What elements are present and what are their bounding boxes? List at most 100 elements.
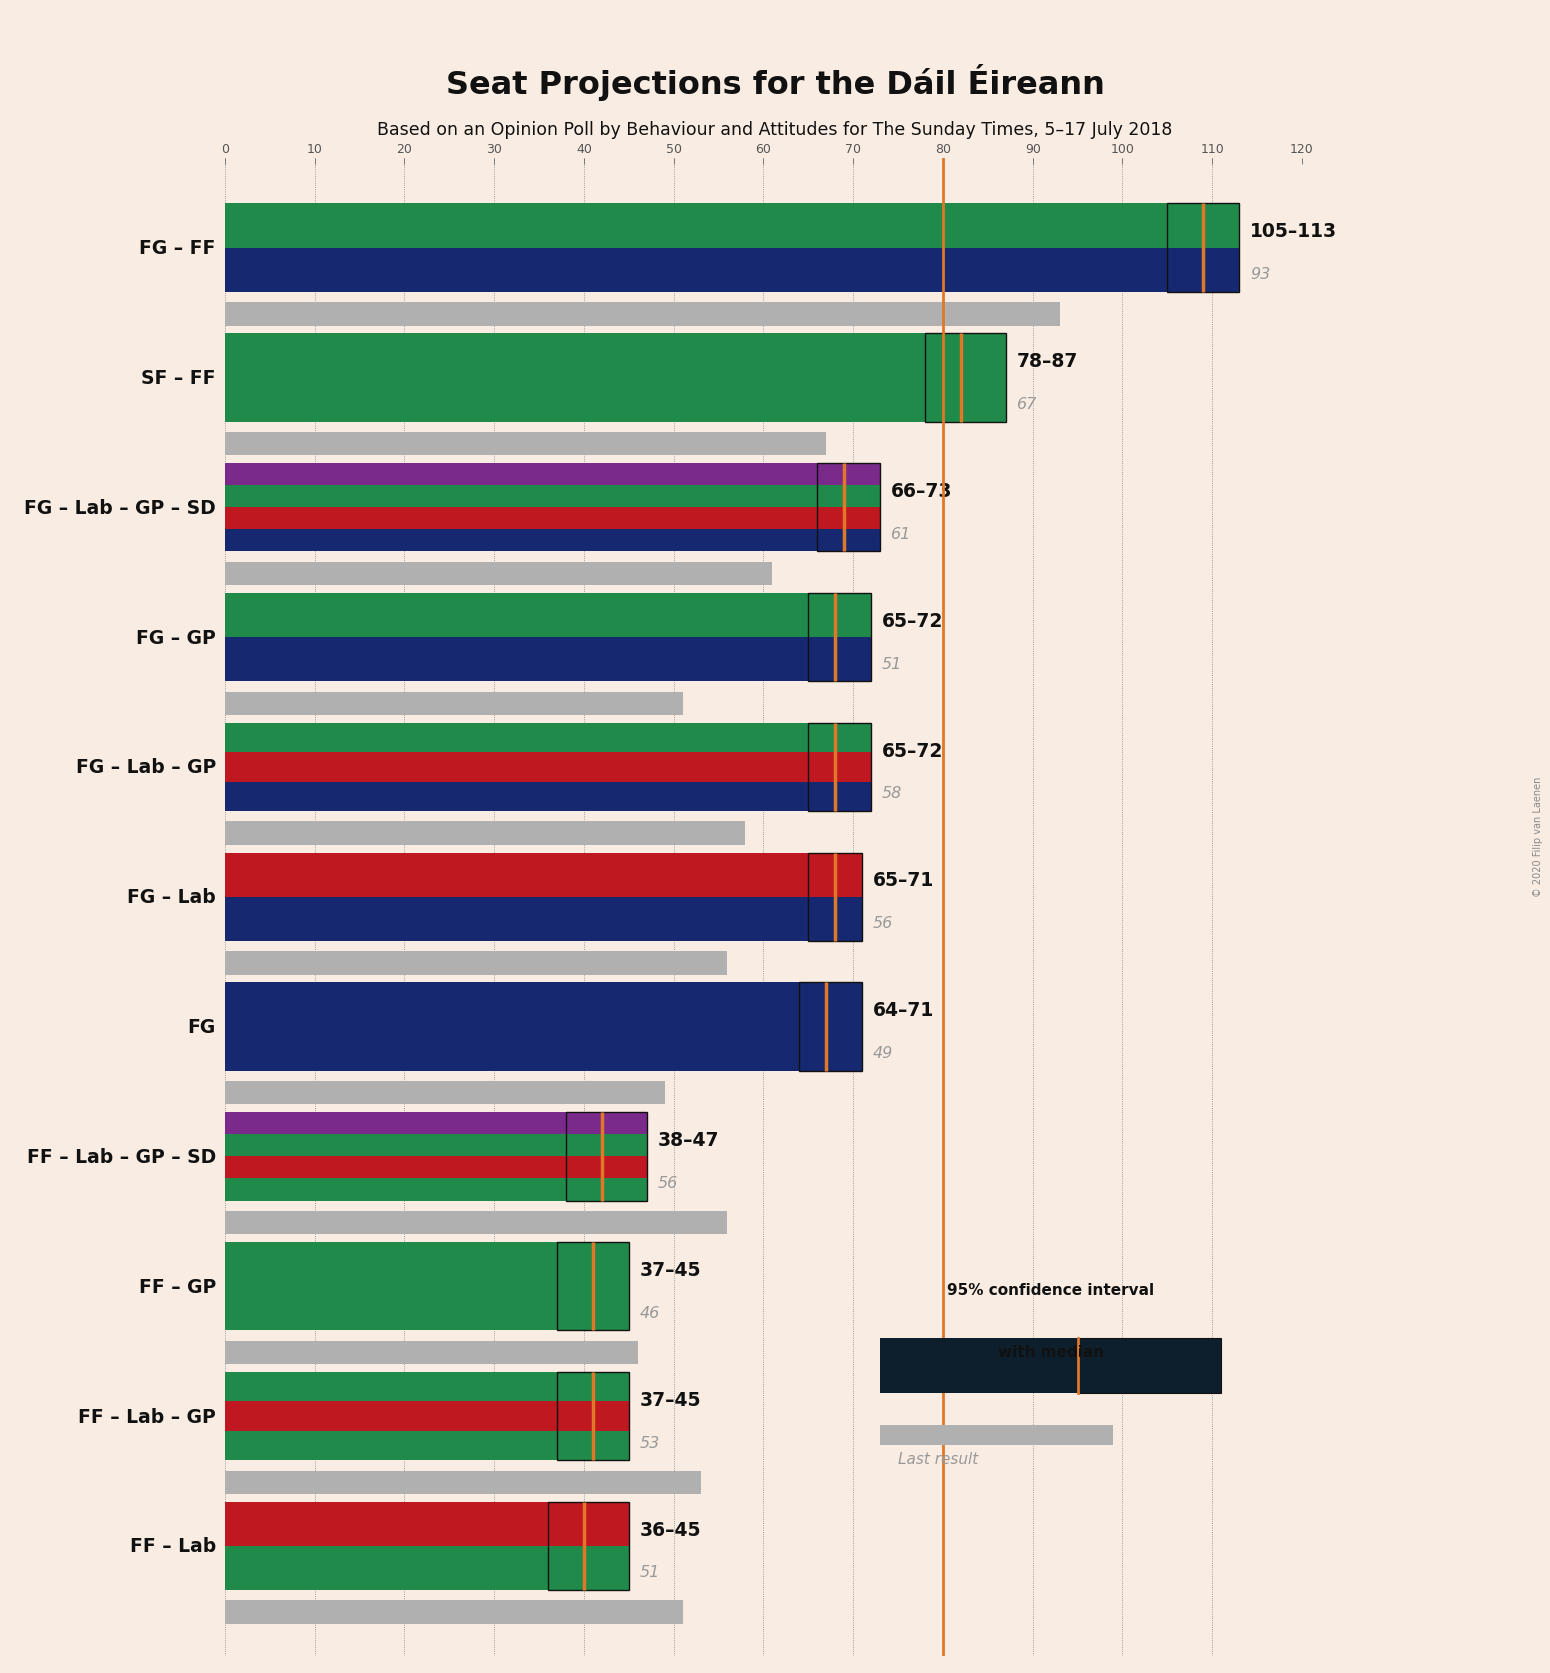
Text: 56: 56 [657,1174,677,1190]
Bar [225,1081,665,1104]
Bar [808,783,871,811]
Bar [817,485,880,509]
Text: Seat Projections for the Dáil Éireann: Seat Projections for the Dáil Éireann [445,64,1105,100]
Bar [880,1338,1077,1394]
Bar [225,1342,637,1363]
Bar [225,693,682,716]
Bar [925,335,1006,378]
Bar [1150,1338,1221,1394]
Bar [225,463,817,485]
Bar [225,982,800,1071]
Text: FF – Lab – GP: FF – Lab – GP [78,1407,215,1425]
Bar [808,723,871,811]
Text: FG – Lab – GP – SD: FG – Lab – GP – SD [23,499,215,517]
Bar [225,1402,556,1430]
Bar [549,1502,629,1546]
Text: 51: 51 [640,1564,660,1579]
Text: 65–72: 65–72 [882,611,944,631]
Text: 58: 58 [882,786,902,801]
Bar [1167,249,1238,293]
Bar [225,562,772,586]
Text: 61: 61 [891,527,911,542]
Bar [800,982,862,1071]
Bar [556,1243,629,1287]
Bar [225,853,808,897]
Bar [225,335,925,378]
Bar [225,897,808,942]
Bar [549,1546,629,1589]
Text: FG – GP: FG – GP [136,629,215,647]
Bar [225,594,808,637]
Bar [925,335,1006,422]
Bar [817,463,880,552]
Bar [549,1502,629,1589]
Bar [225,509,817,530]
Text: 37–45: 37–45 [640,1260,701,1280]
Text: 65–72: 65–72 [882,741,944,760]
Bar [225,204,1167,249]
Text: 93: 93 [1249,268,1269,283]
Bar [566,1179,646,1201]
Bar [225,1113,566,1134]
Bar [1077,1338,1221,1394]
Bar [225,433,826,457]
Text: 78–87: 78–87 [1017,351,1077,371]
Bar [225,723,808,753]
Text: FG – FF: FG – FF [140,239,215,258]
Text: 105–113: 105–113 [1249,223,1338,241]
Bar [225,530,817,552]
Bar [566,1156,646,1179]
Text: 51: 51 [882,656,902,671]
Text: 95% confidence interval: 95% confidence interval [947,1282,1155,1297]
Bar [225,637,808,683]
Text: 66–73: 66–73 [891,482,952,500]
Bar [808,723,871,753]
Bar [225,1134,566,1156]
Text: 64–71: 64–71 [873,1000,935,1019]
Bar [556,1402,629,1430]
Bar [925,378,1006,422]
Text: 49: 49 [873,1046,893,1061]
Bar [808,594,871,637]
Bar [225,1502,549,1546]
Bar [817,463,880,485]
Bar [566,1134,646,1156]
Bar [225,783,808,811]
Text: FG: FG [188,1017,215,1037]
Bar [808,637,871,683]
Bar [566,1113,646,1201]
Bar [225,1372,556,1402]
Bar [556,1372,629,1461]
Bar [225,1546,549,1589]
Text: 56: 56 [873,915,893,930]
Text: FF – Lab: FF – Lab [130,1536,215,1556]
Bar [880,1425,1113,1445]
Bar [225,1471,701,1494]
Bar [556,1372,629,1402]
Bar [225,1156,566,1179]
Bar [225,249,1167,293]
Bar [225,1601,682,1624]
Bar [808,853,862,897]
Bar [225,1430,556,1461]
Bar [225,1243,556,1287]
Bar [1167,204,1238,249]
Text: Based on an Opinion Poll by Behaviour and Attitudes for The Sunday Times, 5–17 J: Based on an Opinion Poll by Behaviour an… [377,120,1173,139]
Bar [808,897,862,942]
Bar [808,853,862,942]
Bar [225,303,1060,326]
Bar [566,1113,646,1134]
Bar [225,821,746,845]
Text: Last result: Last result [897,1450,978,1466]
Bar [556,1243,629,1330]
Text: SF – FF: SF – FF [141,368,215,388]
Bar [1167,204,1238,293]
Text: 65–71: 65–71 [873,872,935,890]
Bar [225,1211,727,1235]
Text: 36–45: 36–45 [640,1519,701,1539]
Bar [225,378,925,422]
Text: 37–45: 37–45 [640,1390,701,1409]
Bar [808,753,871,783]
Text: 53: 53 [640,1435,660,1450]
Bar [225,1179,566,1201]
